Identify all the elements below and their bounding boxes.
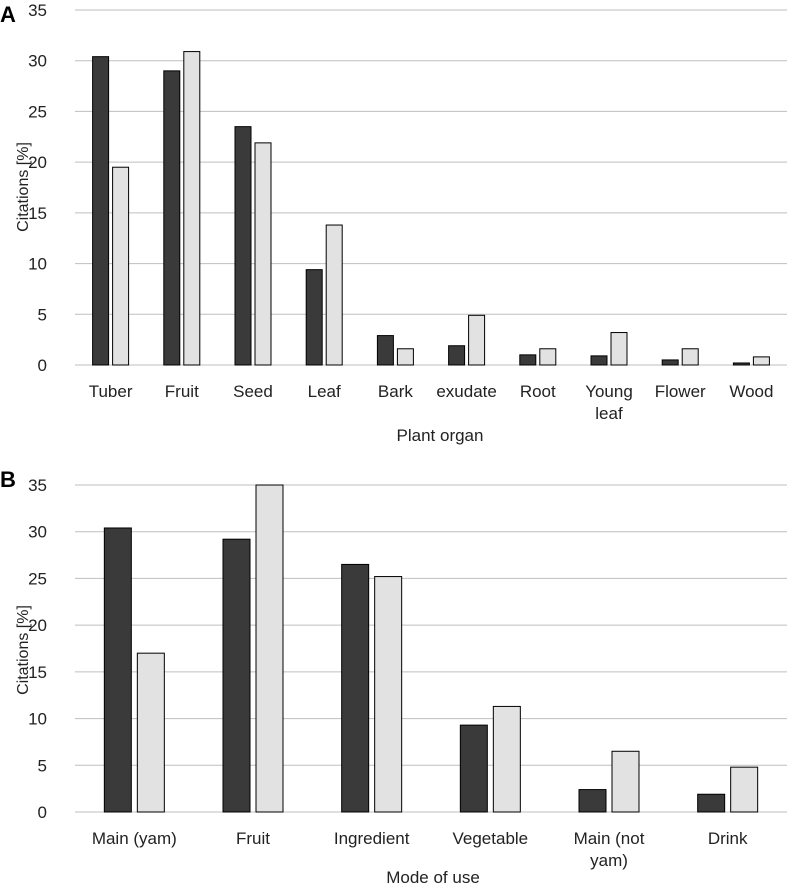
bar-series1 — [305, 269, 323, 366]
x-tick-label-line: Leaf — [308, 382, 341, 401]
x-tick-label-line: Bark — [378, 382, 413, 401]
bar-series2 — [730, 766, 759, 813]
panel-b-x-ticks: Main (yam) Fruit Ingredient Vegetable Main (… — [92, 829, 748, 870]
panel-b-bars — [103, 484, 759, 813]
bar-series2 — [611, 750, 640, 813]
y-tick-label: 5 — [38, 305, 47, 324]
y-tick-label: 35 — [28, 476, 47, 495]
bar-series2 — [325, 224, 343, 366]
panel-a-x-axis-label: Plant organ — [397, 426, 484, 445]
bar-series2 — [396, 348, 414, 366]
panel-a-bars — [92, 51, 770, 366]
y-tick-label: 10 — [28, 255, 47, 274]
y-tick-label: 15 — [28, 204, 47, 223]
bar-series2 — [112, 166, 130, 366]
y-tick-label: 15 — [28, 663, 47, 682]
panel-a-y-axis-label: Citations [%] — [15, 142, 32, 232]
bar-series1 — [697, 793, 726, 813]
bar-series2 — [681, 348, 699, 366]
y-tick-label: 0 — [38, 356, 47, 375]
bar-series1 — [376, 335, 394, 366]
y-tick-label: 20 — [28, 616, 47, 635]
x-tick-label: Tuber — [89, 382, 133, 401]
x-tick-label: Main (not yam) — [574, 829, 645, 870]
panel-a-gridlines — [75, 9, 787, 366]
y-tick-label: 10 — [28, 710, 47, 729]
panel-a-label: A — [0, 2, 16, 27]
x-tick-label: Flower — [655, 382, 706, 401]
bar-series1 — [448, 345, 466, 366]
x-tick-label: Bark — [378, 382, 413, 401]
y-tick-label: 35 — [28, 1, 47, 20]
x-tick-label: Fruit — [236, 829, 270, 848]
x-tick-label-line: Tuber — [89, 382, 133, 401]
x-tick-label-line: Drink — [708, 829, 748, 848]
x-tick-label-line: leaf — [595, 404, 623, 423]
x-tick-label: Drink — [708, 829, 748, 848]
y-tick-label: 25 — [28, 102, 47, 121]
bar-series2 — [374, 576, 403, 813]
x-tick-label: Ingredient — [334, 829, 410, 848]
bar-series1 — [234, 126, 252, 366]
panel-b-label: B — [0, 467, 16, 492]
panel-b-gridlines — [75, 484, 787, 813]
bar-series2 — [254, 142, 272, 366]
y-tick-label: 5 — [38, 756, 47, 775]
x-tick-label-line: Young — [585, 382, 633, 401]
bar-series1 — [578, 789, 607, 813]
bar-series2 — [136, 652, 165, 813]
x-tick-label-line: Seed — [233, 382, 273, 401]
bar-series1 — [222, 538, 251, 813]
x-tick-label-line: Fruit — [236, 829, 270, 848]
x-tick-label: Leaf — [308, 382, 341, 401]
y-tick-label: 0 — [38, 803, 47, 822]
panel-a-chart: A 0 5 10 15 20 25 30 35 Tuber Fruit Seed Leaf Bark e… — [0, 1, 787, 445]
panel-a-y-ticks: 0 5 10 15 20 25 30 35 — [28, 1, 47, 375]
y-tick-label: 30 — [28, 523, 47, 542]
x-tick-label: Vegetable — [453, 829, 529, 848]
x-tick-label: Wood — [729, 382, 773, 401]
bar-series1 — [590, 355, 608, 366]
x-tick-label-line: exudate — [436, 382, 497, 401]
bar-series1 — [732, 362, 750, 366]
bar-series2 — [492, 705, 521, 813]
y-tick-label: 30 — [28, 52, 47, 71]
x-tick-label-line: Root — [520, 382, 556, 401]
x-tick-label-line: Fruit — [165, 382, 199, 401]
panel-b-chart: B 0 5 10 15 20 25 30 35 Main (yam) Fruit Ingredie… — [0, 467, 787, 883]
bar-series1 — [341, 563, 370, 813]
y-tick-label: 25 — [28, 569, 47, 588]
bar-series1 — [661, 359, 679, 366]
bar-series2 — [468, 314, 486, 366]
x-tick-label: Fruit — [165, 382, 199, 401]
bar-series1 — [459, 724, 488, 813]
y-tick-label: 20 — [28, 153, 47, 172]
bar-series2 — [610, 332, 628, 366]
x-tick-label-line: Main (yam) — [92, 829, 177, 848]
bar-series1 — [103, 527, 132, 813]
x-tick-label-line: yam) — [590, 851, 628, 870]
bar-series2 — [752, 356, 770, 366]
x-tick-label-line: Ingredient — [334, 829, 410, 848]
x-tick-label: Root — [520, 382, 556, 401]
bar-series2 — [539, 348, 557, 366]
x-tick-label-line: Wood — [729, 382, 773, 401]
bar-series1 — [519, 354, 537, 366]
bar-series2 — [255, 484, 284, 813]
bar-series1 — [92, 56, 110, 366]
x-tick-label-line: Main (not — [574, 829, 645, 848]
x-tick-label: Seed — [233, 382, 273, 401]
x-tick-label-line: Vegetable — [453, 829, 529, 848]
x-tick-label: Young leaf — [585, 382, 633, 423]
panel-b-y-ticks: 0 5 10 15 20 25 30 35 — [28, 476, 47, 822]
bar-series2 — [183, 51, 201, 366]
bar-series1 — [163, 70, 181, 366]
panel-a-x-ticks: Tuber Fruit Seed Leaf Bark exudate Root Young le… — [89, 382, 774, 423]
panel-b-x-axis-label: Mode of use — [386, 868, 480, 883]
x-tick-label: Main (yam) — [92, 829, 177, 848]
x-tick-label: exudate — [436, 382, 497, 401]
panel-b-y-axis-label: Citations [%] — [15, 605, 32, 695]
x-tick-label-line: Flower — [655, 382, 706, 401]
